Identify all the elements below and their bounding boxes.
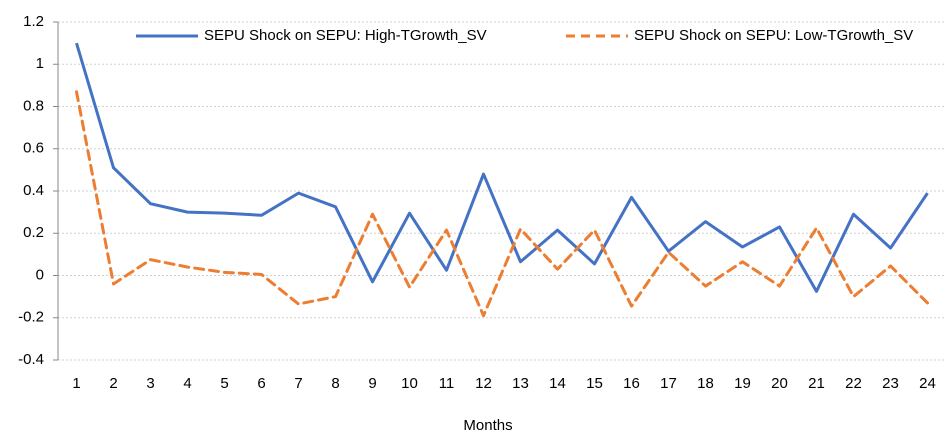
y-tick-label: -0.4 (18, 351, 44, 368)
y-tick-label: 1 (36, 55, 44, 72)
x-tick-label: 5 (220, 375, 228, 392)
y-tick-label: 0.8 (23, 97, 44, 114)
y-tick-label: 1.2 (23, 13, 44, 30)
x-tick-label: 18 (697, 375, 714, 392)
x-tick-label: 6 (257, 375, 265, 392)
x-tick-label: 20 (771, 375, 788, 392)
x-tick-label: 23 (882, 375, 899, 392)
legend-label: SEPU Shock on SEPU: Low-TGrowth_SV (634, 27, 913, 44)
y-tick-label: 0.6 (23, 140, 44, 157)
x-tick-label: 19 (734, 375, 751, 392)
x-tick-label: 7 (294, 375, 302, 392)
x-tick-label: 21 (808, 375, 825, 392)
x-tick-label: 10 (401, 375, 418, 392)
x-tick-label: 16 (623, 375, 640, 392)
x-tick-label: 2 (109, 375, 117, 392)
y-tick-label: 0.4 (23, 182, 44, 199)
x-tick-label: 15 (586, 375, 603, 392)
x-tick-label: 4 (183, 375, 191, 392)
x-tick-label: 17 (660, 375, 677, 392)
x-tick-label: 12 (475, 375, 492, 392)
y-tick-label: 0.2 (23, 224, 44, 241)
series-line (75, 42, 929, 293)
x-tick-label: 13 (512, 375, 529, 392)
x-tick-label: 3 (146, 375, 154, 392)
x-tick-label: 14 (549, 375, 566, 392)
x-tick-label: 1 (72, 375, 80, 392)
x-axis-label: Months (463, 417, 512, 434)
y-tick-label: 0 (36, 266, 44, 283)
x-tick-label: 22 (845, 375, 862, 392)
x-tick-label: 9 (368, 375, 376, 392)
legend-label: SEPU Shock on SEPU: High-TGrowth_SV (204, 27, 487, 44)
y-tick-label: -0.2 (18, 309, 44, 326)
x-tick-label: 11 (439, 375, 455, 392)
x-tick-label: 24 (919, 375, 936, 392)
series-line (75, 90, 929, 318)
x-tick-label: 8 (331, 375, 339, 392)
